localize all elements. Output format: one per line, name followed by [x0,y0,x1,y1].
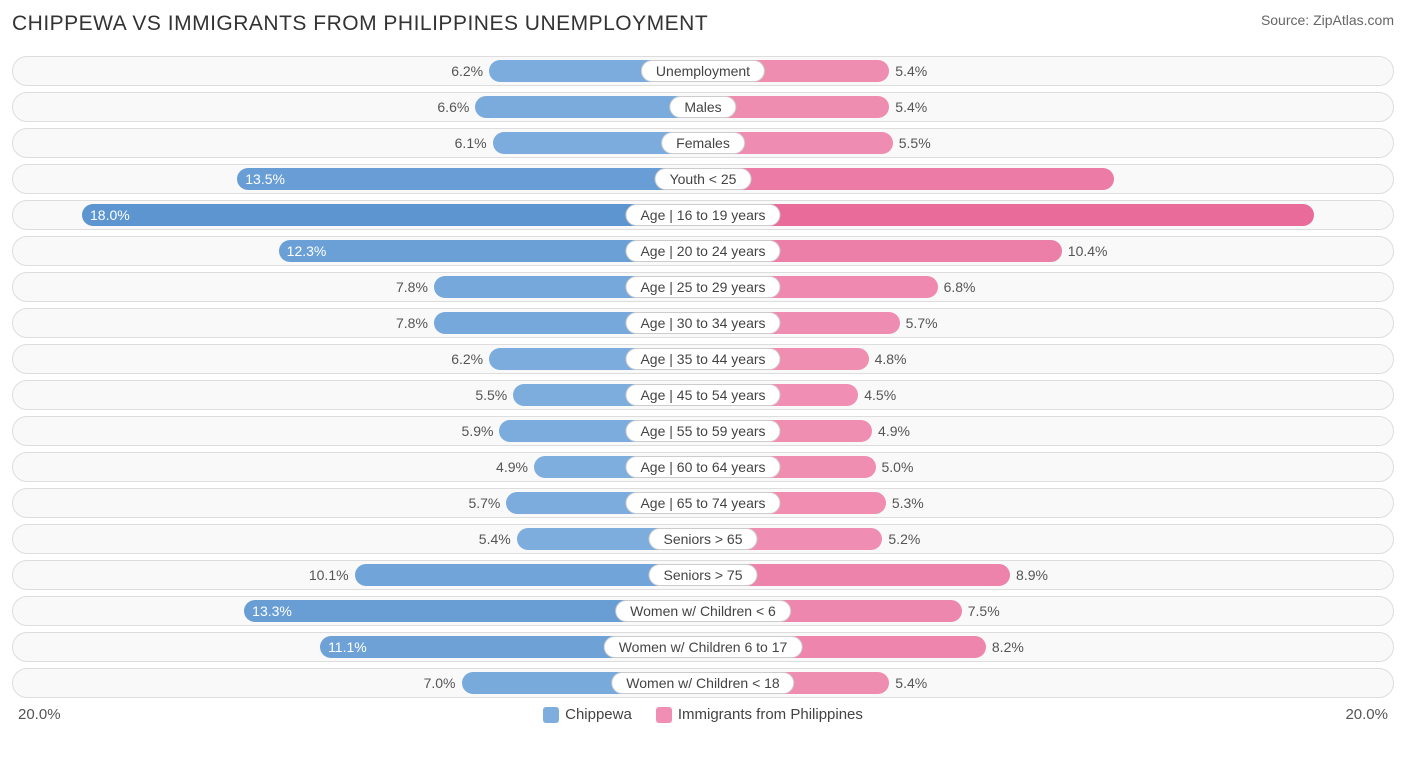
category-label: Age | 25 to 29 years [625,276,780,298]
value-label-left: 6.2% [451,351,489,367]
chart-row: 4.9% 5.0% Age | 60 to 64 years [12,452,1394,482]
chart-row: 5.5% 4.5% Age | 45 to 54 years [12,380,1394,410]
value-label-right: 7.5% [962,603,1000,619]
value-label-left: 6.6% [437,99,475,115]
value-label-right: 5.4% [889,99,927,115]
value-label-right: 4.5% [858,387,896,403]
value-label-left: 4.9% [496,459,534,475]
value-label-right: 5.0% [876,459,914,475]
chart-row: 5.7% 5.3% Age | 65 to 74 years [12,488,1394,518]
chart-row: 6.1% 5.5% Females [12,128,1394,158]
chart-row: 13.5% 11.9%Youth < 25 [12,164,1394,194]
chart-row: 7.8% 6.8% Age | 25 to 29 years [12,272,1394,302]
bar-right: 11.9% [703,168,1114,190]
value-label-left: 18.0% [90,207,130,223]
value-label-right: 5.4% [889,63,927,79]
category-label: Women w/ Children < 6 [615,600,791,622]
value-label-right: 5.4% [889,675,927,691]
category-label: Females [661,132,745,154]
legend-item-left: Chippewa [543,706,632,723]
chart-row: 6.2% 4.8% Age | 35 to 44 years [12,344,1394,374]
value-label-right: 5.7% [900,315,938,331]
value-label-left: 6.2% [451,63,489,79]
chart-row: 18.0% 17.7%Age | 16 to 19 years [12,200,1394,230]
chart-row: 13.3% 7.5% Women w/ Children < 6 [12,596,1394,626]
category-label: Age | 30 to 34 years [625,312,780,334]
category-label: Women w/ Children 6 to 17 [604,636,803,658]
chart-row: 10.1% 8.9% Seniors > 75 [12,560,1394,590]
value-label-left: 5.9% [462,423,500,439]
value-label-left: 6.1% [455,135,493,151]
category-label: Age | 45 to 54 years [625,384,780,406]
value-label-right: 5.5% [893,135,931,151]
source-attribution: Source: ZipAtlas.com [1261,12,1394,28]
value-label-right: 4.9% [872,423,910,439]
category-label: Age | 60 to 64 years [625,456,780,478]
chart-footer: 20.0% Chippewa Immigrants from Philippin… [12,706,1394,723]
legend-swatch-right [656,707,672,723]
category-label: Women w/ Children < 18 [611,672,794,694]
chart-row: 7.0% 5.4% Women w/ Children < 18 [12,668,1394,698]
category-label: Seniors > 75 [649,564,758,586]
chart-row: 6.2% 5.4% Unemployment [12,56,1394,86]
value-label-right: 8.9% [1010,567,1048,583]
bar-right: 17.7% [703,204,1314,226]
value-label-right: 6.8% [938,279,976,295]
legend-label-right: Immigrants from Philippines [678,706,863,723]
value-label-right: 10.4% [1062,243,1108,259]
chart-row: 12.3% 10.4% Age | 20 to 24 years [12,236,1394,266]
category-label: Males [669,96,736,118]
value-label-right: 5.3% [886,495,924,511]
value-label-left: 5.5% [475,387,513,403]
value-label-left: 7.0% [424,675,462,691]
axis-label-left: 20.0% [18,706,61,723]
category-label: Age | 65 to 74 years [625,492,780,514]
legend: Chippewa Immigrants from Philippines [543,706,863,723]
bar-left: 13.5% [237,168,703,190]
category-label: Seniors > 65 [649,528,758,550]
value-label-right: 8.2% [986,639,1024,655]
category-label: Age | 55 to 59 years [625,420,780,442]
legend-item-right: Immigrants from Philippines [656,706,863,723]
value-label-left: 13.5% [245,171,285,187]
category-label: Age | 20 to 24 years [625,240,780,262]
category-label: Youth < 25 [655,168,752,190]
value-label-left: 12.3% [287,243,327,259]
axis-label-right: 20.0% [1345,706,1388,723]
chart-row: 11.1% 8.2% Women w/ Children 6 to 17 [12,632,1394,662]
value-label-right: 11.9% [711,171,1106,187]
bar-left: 18.0% [82,204,703,226]
value-label-left: 5.7% [468,495,506,511]
category-label: Age | 16 to 19 years [625,204,780,226]
category-label: Age | 35 to 44 years [625,348,780,370]
value-label-left: 11.1% [328,639,367,655]
value-label-left: 10.1% [309,567,355,583]
value-label-left: 7.8% [396,279,434,295]
chart-row: 6.6% 5.4% Males [12,92,1394,122]
chart-row: 7.8% 5.7% Age | 30 to 34 years [12,308,1394,338]
value-label-right: 4.8% [869,351,907,367]
legend-swatch-left [543,707,559,723]
value-label-left: 5.4% [479,531,517,547]
legend-label-left: Chippewa [565,706,632,723]
chart-row: 5.9% 4.9% Age | 55 to 59 years [12,416,1394,446]
category-label: Unemployment [641,60,765,82]
chart-row: 5.4% 5.2% Seniors > 65 [12,524,1394,554]
value-label-left: 13.3% [252,603,292,619]
value-label-right: 5.2% [882,531,920,547]
chart-header: CHIPPEWA VS IMMIGRANTS FROM PHILIPPINES … [12,12,1394,36]
diverging-bar-chart: 6.2% 5.4% Unemployment 6.6% 5.4% Males 6.1% 5.5… [12,56,1394,698]
value-label-right: 17.7% [711,207,1306,223]
chart-title: CHIPPEWA VS IMMIGRANTS FROM PHILIPPINES … [12,12,708,36]
value-label-left: 7.8% [396,315,434,331]
